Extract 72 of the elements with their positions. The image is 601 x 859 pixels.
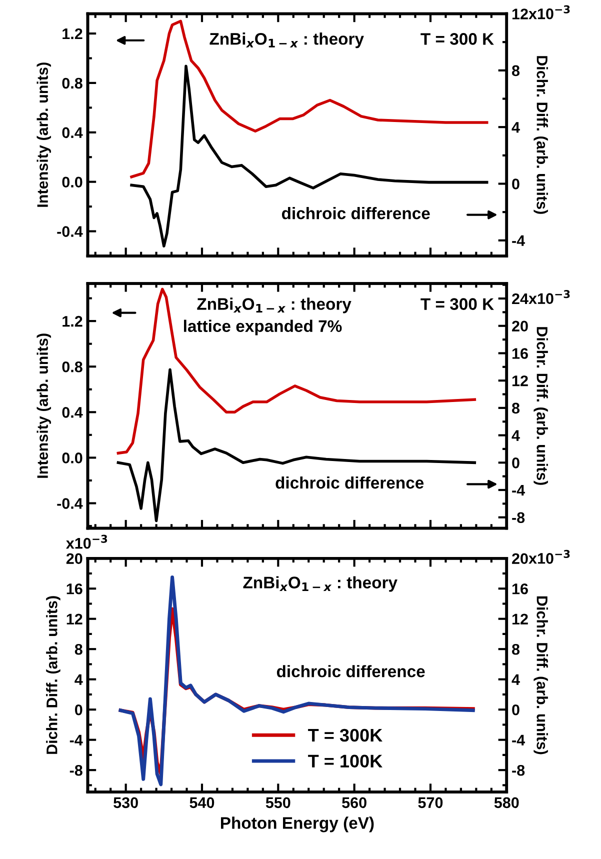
y-tick-label: 1.2 (62, 316, 82, 327)
y2-tick-label: -8 (512, 512, 525, 524)
y2-tick-label: 24 (512, 293, 528, 304)
y2-tick-label: 12 (512, 375, 528, 386)
y-axis-title: Intensity (arb. units) (36, 334, 52, 478)
line-series (118, 576, 475, 786)
y-tick-label: 1.2 (62, 28, 82, 40)
y-tick-label: 16 (66, 583, 82, 594)
annotation: ZnBi$_{x}$O$_{1−x}$ : theory (243, 576, 398, 592)
y-axis-title: Intensity (arb. units) (36, 62, 52, 207)
annotation: T = 300 K (420, 298, 494, 310)
y2-tick-label: -8 (512, 764, 525, 776)
annotation: dichroic difference (276, 476, 424, 489)
y2-tick-label: 12 (512, 614, 528, 624)
text: x10$^{−3}$ (528, 290, 570, 304)
y-tick-label: 0.8 (62, 78, 82, 89)
line-series (116, 288, 476, 455)
y-tick-label: 12 (66, 614, 82, 624)
x-tick-label: 570 (418, 797, 443, 808)
x-tick-label: 550 (266, 797, 290, 808)
y2-tick-label: 8 (512, 65, 520, 76)
x-axis-title: Photon Energy (eV) (220, 816, 374, 832)
y-tick-label: 20 (66, 553, 82, 564)
annotation: dichroic difference (282, 207, 430, 220)
y2-tick-label: 8 (512, 402, 520, 414)
annotation: ZnBi$_{x}$O$_{1−x}$ : theory (197, 298, 352, 314)
y2-axis-title: Dichr. Diff. (arb. units) (534, 596, 548, 754)
legend-label: T = 100K (308, 754, 382, 768)
annotation: lattice expanded 7% (184, 320, 342, 336)
text: x10$^{−3}$ (528, 5, 570, 20)
line-series (130, 64, 488, 248)
annotation: ZnBi$_{x}$O$_{1−x}$ : theory (210, 32, 364, 48)
y-axis-title: Dichr. Diff. (arb. units) (46, 596, 60, 754)
legend-label: T = 300K (308, 728, 382, 742)
y2-tick-label: 20 (512, 553, 528, 564)
y2-tick-label: -4 (512, 485, 526, 496)
y2-tick-label: -4 (512, 235, 526, 246)
y-tick-label: 0.0 (62, 176, 82, 188)
x-tick-label: 580 (494, 797, 519, 808)
y-tick-label: 8 (74, 644, 82, 655)
x-tick-label: 540 (190, 797, 214, 808)
x-tick-label: 560 (342, 797, 366, 808)
y2-tick-label: 12 (512, 8, 528, 20)
y2-tick-label: 4 (512, 674, 520, 685)
y2-tick-label: -4 (512, 734, 526, 746)
y-tick-label: 0.4 (62, 407, 83, 418)
y2-tick-label: 8 (512, 644, 520, 655)
y-tick-label: -4 (70, 734, 83, 746)
y-tick-label: 0.8 (62, 361, 82, 372)
y-tick-label: 4 (74, 674, 83, 685)
y-tick-label: -0.4 (57, 226, 83, 237)
x-tick-label: 530 (114, 797, 138, 808)
text: x10$^{−3}$ (528, 550, 570, 564)
y2-tick-label: 0 (512, 458, 520, 468)
y-tick-label: 0 (74, 704, 82, 716)
y2-tick-label: 16 (512, 583, 528, 594)
y2-axis-title: Dichr. Diff. (arb. units) (534, 56, 548, 214)
annotation: dichroic difference (276, 665, 425, 678)
y-tick-label: 0.0 (62, 452, 82, 464)
annotation: T = 300 K (420, 33, 494, 45)
y-tick-label: 0.4 (62, 127, 83, 138)
y2-tick-label: 20 (512, 320, 528, 332)
y2-axis-title: Dichr. Diff. (arb. units) (534, 327, 548, 485)
y-tick-label: -8 (70, 764, 82, 776)
y2-tick-label: 4 (512, 122, 520, 133)
y2-tick-label: 0 (512, 704, 520, 716)
line-series (116, 368, 476, 522)
y2-tick-label: 16 (512, 348, 528, 359)
text: x10$^{−3}$ (66, 534, 108, 549)
y2-tick-label: 4 (512, 430, 520, 441)
y2-tick-label: 0 (512, 178, 520, 190)
y-tick-label: -0.4 (57, 498, 83, 509)
